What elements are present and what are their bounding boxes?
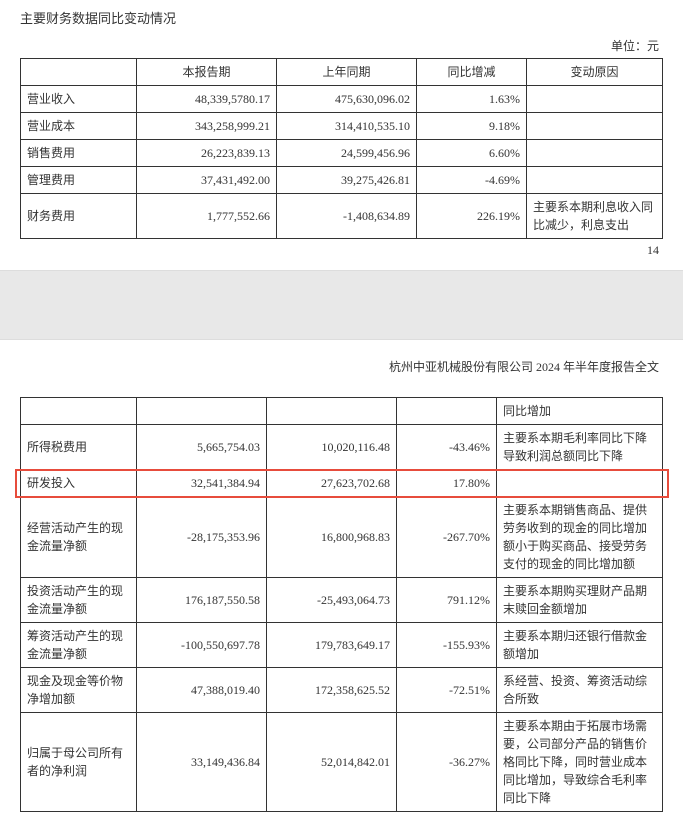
table-cell xyxy=(527,167,663,194)
table-cell xyxy=(527,140,663,167)
col-header xyxy=(21,59,137,86)
table-cell: 343,258,999.21 xyxy=(137,113,277,140)
table-cell: 经营活动产生的现金流量净额 xyxy=(21,497,137,578)
table-header-row: 本报告期 上年同期 同比增减 变动原因 xyxy=(21,59,663,86)
table-cell xyxy=(267,398,397,425)
table-cell: 27,623,702.68 xyxy=(267,470,397,497)
table-cell: -1,408,634.89 xyxy=(277,194,417,239)
page-gap xyxy=(0,270,683,340)
table-cell: 791.12% xyxy=(397,578,497,623)
table-cell: 48,339,5780.17 xyxy=(137,86,277,113)
table-cell: 5,665,754.03 xyxy=(137,425,267,470)
table-cell: 营业成本 xyxy=(21,113,137,140)
table-cell: 筹资活动产生的现金流量净额 xyxy=(21,623,137,668)
table-cell: 52,014,842.01 xyxy=(267,713,397,812)
col-header: 变动原因 xyxy=(527,59,663,86)
table-cell: -4.69% xyxy=(417,167,527,194)
table-cell: -36.27% xyxy=(397,713,497,812)
table-cell: 16,800,968.83 xyxy=(267,497,397,578)
table-cell: -25,493,064.73 xyxy=(267,578,397,623)
table-cell: 管理费用 xyxy=(21,167,137,194)
table-cell: 1,777,552.66 xyxy=(137,194,277,239)
table-cell: 33,149,436.84 xyxy=(137,713,267,812)
col-header: 同比增减 xyxy=(417,59,527,86)
table-cell: 投资活动产生的现金流量净额 xyxy=(21,578,137,623)
table-cell: 主要系本期由于拓展市场需要，公司部分产品的销售价格同比下降，同时营业成本同比增加… xyxy=(497,713,663,812)
report-header: 杭州中亚机械股份有限公司 2024 年半年度报告全文 xyxy=(20,358,663,375)
table-cell xyxy=(397,398,497,425)
table-cell: 10,020,116.48 xyxy=(267,425,397,470)
table-cell xyxy=(527,113,663,140)
section-title: 主要财务数据同比变动情况 xyxy=(20,8,663,27)
table-cell xyxy=(137,398,267,425)
table-cell: 主要系本期毛利率同比下降导致利润总额同比下降 xyxy=(497,425,663,470)
table-cell: 系经营、投资、筹资活动综合所致 xyxy=(497,668,663,713)
table-cell: 主要系本期利息收入同比减少，利息支出 xyxy=(527,194,663,239)
table-cell: 销售费用 xyxy=(21,140,137,167)
table-cell: 现金及现金等价物净增加额 xyxy=(21,668,137,713)
table-row: 经营活动产生的现金流量净额-28,175,353.9616,800,968.83… xyxy=(21,497,663,578)
table-cell: 226.19% xyxy=(417,194,527,239)
table-cell: 314,410,535.10 xyxy=(277,113,417,140)
table-cell: 9.18% xyxy=(417,113,527,140)
table-cell: -100,550,697.78 xyxy=(137,623,267,668)
table-row: 投资活动产生的现金流量净额176,187,550.58-25,493,064.7… xyxy=(21,578,663,623)
table-row: 管理费用37,431,492.0039,275,426.81-4.69% xyxy=(21,167,663,194)
table-cell: -267.70% xyxy=(397,497,497,578)
table-cell: 475,630,096.02 xyxy=(277,86,417,113)
table-cell: 24,599,456.96 xyxy=(277,140,417,167)
table-row: 同比增加 xyxy=(21,398,663,425)
table-cell: 主要系本期归还银行借款金额增加 xyxy=(497,623,663,668)
page-2: 杭州中亚机械股份有限公司 2024 年半年度报告全文 同比增加所得税费用5,66… xyxy=(0,340,683,824)
table-cell: 47,388,019.40 xyxy=(137,668,267,713)
table-cell xyxy=(497,470,663,497)
table-cell: 主要系本期销售商品、提供劳务收到的现金的同比增加额小于购买商品、接受劳务支付的现… xyxy=(497,497,663,578)
table-row: 现金及现金等价物净增加额47,388,019.40172,358,625.52-… xyxy=(21,668,663,713)
table-cell: 26,223,839.13 xyxy=(137,140,277,167)
col-header: 本报告期 xyxy=(137,59,277,86)
table-row: 销售费用26,223,839.1324,599,456.966.60% xyxy=(21,140,663,167)
table-row: 研发投入32,541,384.9427,623,702.6817.80% xyxy=(21,470,663,497)
table-cell: 研发投入 xyxy=(21,470,137,497)
table-cell: -72.51% xyxy=(397,668,497,713)
table-cell: -155.93% xyxy=(397,623,497,668)
table-cell: -28,175,353.96 xyxy=(137,497,267,578)
table-row: 财务费用1,777,552.66-1,408,634.89226.19%主要系本… xyxy=(21,194,663,239)
table-cell: 172,358,625.52 xyxy=(267,668,397,713)
table-row: 营业成本343,258,999.21314,410,535.109.18% xyxy=(21,113,663,140)
table-cell: 6.60% xyxy=(417,140,527,167)
table-cell xyxy=(21,398,137,425)
page-1: 主要财务数据同比变动情况 单位：元 本报告期 上年同期 同比增减 变动原因 营业… xyxy=(0,0,683,270)
table-row: 营业收入48,339,5780.17475,630,096.021.63% xyxy=(21,86,663,113)
table-cell: -43.46% xyxy=(397,425,497,470)
table-row: 归属于母公司所有者的净利润33,149,436.8452,014,842.01-… xyxy=(21,713,663,812)
col-header: 上年同期 xyxy=(277,59,417,86)
table-cell: 同比增加 xyxy=(497,398,663,425)
table-cell: 归属于母公司所有者的净利润 xyxy=(21,713,137,812)
table-cell: 财务费用 xyxy=(21,194,137,239)
table-cell: 32,541,384.94 xyxy=(137,470,267,497)
table-cell: 39,275,426.81 xyxy=(277,167,417,194)
table-cell: 所得税费用 xyxy=(21,425,137,470)
financial-table-2: 同比增加所得税费用5,665,754.0310,020,116.48-43.46… xyxy=(20,397,663,812)
table-cell: 主要系本期购买理财产品期末赎回金额增加 xyxy=(497,578,663,623)
table-cell: 1.63% xyxy=(417,86,527,113)
table-cell: 179,783,649.17 xyxy=(267,623,397,668)
table-cell: 176,187,550.58 xyxy=(137,578,267,623)
table-cell: 17.80% xyxy=(397,470,497,497)
unit-label: 单位：元 xyxy=(20,37,663,54)
table-cell: 营业收入 xyxy=(21,86,137,113)
table-cell xyxy=(527,86,663,113)
table-cell: 37,431,492.00 xyxy=(137,167,277,194)
table-row: 筹资活动产生的现金流量净额-100,550,697.78179,783,649.… xyxy=(21,623,663,668)
table-row: 所得税费用5,665,754.0310,020,116.48-43.46%主要系… xyxy=(21,425,663,470)
page-number: 14 xyxy=(20,239,663,258)
financial-table-1: 本报告期 上年同期 同比增减 变动原因 营业收入48,339,5780.1747… xyxy=(20,58,663,239)
